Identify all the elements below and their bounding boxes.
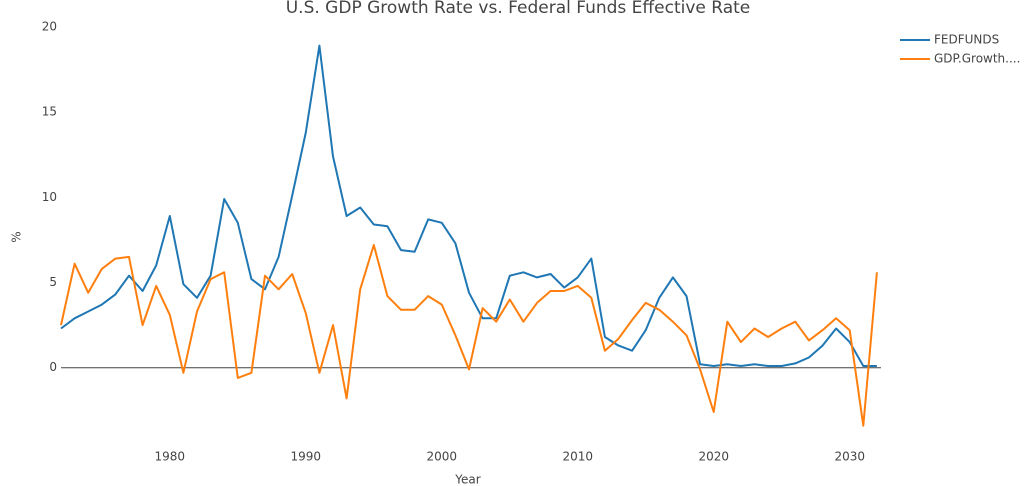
chart-title: U.S. GDP Growth Rate vs. Federal Funds E… [286,0,751,18]
x-tick-label: 2020 [698,450,729,464]
x-tick-label: 1990 [291,450,322,464]
x-tick-label: 2030 [834,450,865,464]
series-line [60,244,878,427]
series-line [60,44,877,367]
y-tick-label: 15 [42,105,57,119]
x-tick-label: 2000 [426,450,457,464]
legend-label: GDP.Growth.... [934,52,1020,66]
y-tick-label: 20 [42,19,57,33]
x-tick-label: 2010 [562,450,593,464]
y-tick-label: 5 [49,275,57,289]
x-tick-label: 1980 [155,450,186,464]
x-axis-label: Year [454,473,480,486]
y-tick-label: 10 [42,190,57,204]
legend-label: FEDFUNDS [934,33,999,47]
y-axis-label: % [10,231,24,242]
y-tick-label: 0 [49,360,57,374]
